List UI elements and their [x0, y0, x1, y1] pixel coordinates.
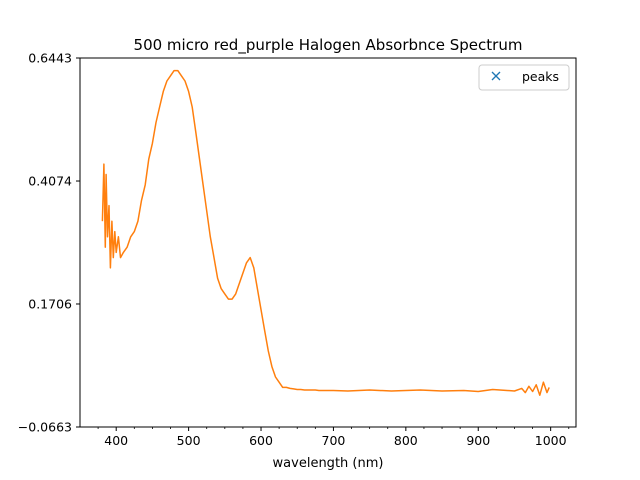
legend-marker-stroke	[491, 71, 501, 81]
chart-title: 500 micro red_purple Halogen Absorbnce S…	[134, 36, 523, 55]
x-tick-label: 600	[249, 433, 273, 448]
legend-marker-x	[491, 71, 501, 81]
x-axis-label: wavelength (nm)	[273, 456, 384, 471]
plot-area	[101, 69, 550, 396]
legend-box	[478, 64, 570, 91]
x-tick-label: 900	[466, 433, 490, 448]
y-axis: −0.0663 0.1706 0.4074 0.6443	[18, 51, 80, 435]
x-tick-label: 400	[104, 433, 128, 448]
axes-frame	[79, 57, 577, 428]
x-tick-label: 1000	[535, 433, 567, 448]
series-line-absorbance	[101, 69, 550, 396]
y-tick-label: −0.0663	[18, 420, 72, 435]
y-tick-label: 0.6443	[28, 51, 72, 66]
legend: peaks	[478, 64, 570, 91]
x-tick-label: 500	[177, 433, 201, 448]
legend-label-peaks: peaks	[522, 69, 559, 84]
y-tick-label: 0.4074	[28, 174, 72, 189]
x-tick-label: 800	[394, 433, 418, 448]
x-tick-label: 700	[322, 433, 346, 448]
x-axis: 400 500 600 700 800 900 1000	[97, 427, 570, 448]
y-tick-label: 0.1706	[28, 296, 72, 311]
